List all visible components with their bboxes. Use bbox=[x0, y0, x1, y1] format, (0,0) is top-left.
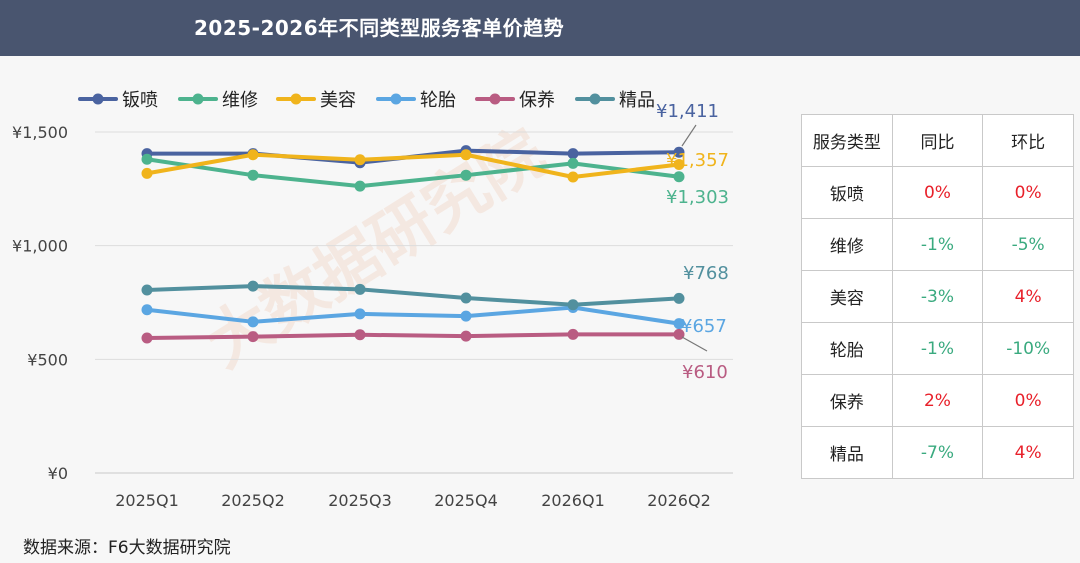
series-line bbox=[145, 332, 681, 340]
legend-label: 精品 bbox=[619, 90, 655, 111]
page-title: 2025-2026年不同类型服务客单价趋势 bbox=[194, 16, 565, 40]
end-value-label: ¥1,411 bbox=[656, 101, 719, 122]
x-tick-label: 2025Q3 bbox=[328, 491, 392, 510]
data-point bbox=[673, 292, 685, 304]
header-yoy: 同比 bbox=[891, 114, 984, 167]
row-yoy: -7% bbox=[891, 426, 984, 479]
legend-label: 轮胎 bbox=[420, 90, 456, 111]
data-point bbox=[354, 180, 366, 192]
header-qoq: 环比 bbox=[982, 114, 1074, 167]
source-note: 数据来源：F6大数据研究院 bbox=[23, 538, 231, 558]
row-type: 保养 bbox=[801, 374, 893, 427]
row-yoy: 0% bbox=[891, 166, 984, 219]
legend-marker bbox=[489, 93, 501, 105]
series-line bbox=[145, 157, 681, 189]
end-value-label: ¥768 bbox=[683, 263, 729, 284]
row-qoq: 4% bbox=[982, 426, 1074, 479]
data-point bbox=[460, 330, 472, 342]
y-tick-label: ¥0 bbox=[48, 464, 68, 483]
row-yoy: -1% bbox=[891, 218, 984, 271]
data-point bbox=[460, 310, 472, 322]
table-row: 维修 -1% -5% bbox=[801, 218, 1074, 271]
table-row: 保养 2% 0% bbox=[801, 374, 1074, 427]
row-type: 钣喷 bbox=[801, 166, 893, 219]
data-point bbox=[567, 328, 579, 340]
data-point bbox=[460, 169, 472, 181]
row-type: 维修 bbox=[801, 218, 893, 271]
series-line bbox=[145, 152, 681, 180]
row-qoq: -5% bbox=[982, 218, 1074, 271]
table-header-row: 服务类型 同比 环比 bbox=[801, 114, 1074, 167]
table-row: 钣喷 0% 0% bbox=[801, 166, 1074, 219]
end-value-label: ¥1,357 bbox=[666, 150, 729, 171]
legend-marker bbox=[589, 93, 601, 105]
legend-label: 钣喷 bbox=[122, 90, 158, 111]
y-tick-label: ¥1,000 bbox=[12, 237, 68, 256]
legend-marker bbox=[192, 93, 204, 105]
table-row: 精品 -7% 4% bbox=[801, 426, 1074, 479]
row-yoy: 2% bbox=[891, 374, 984, 427]
row-qoq: -10% bbox=[982, 322, 1074, 375]
end-value-label: ¥1,303 bbox=[666, 187, 729, 208]
row-type: 美容 bbox=[801, 270, 893, 323]
x-tick-label: 2025Q1 bbox=[115, 491, 179, 510]
y-tick-label: ¥1,500 bbox=[12, 123, 68, 142]
legend-label: 美容 bbox=[320, 90, 356, 111]
legend-marker bbox=[92, 93, 104, 105]
x-tick-label: 2026Q2 bbox=[647, 491, 711, 510]
legend-label: 保养 bbox=[519, 90, 555, 111]
legend-marker bbox=[290, 93, 302, 105]
y-tick-label: ¥500 bbox=[27, 350, 68, 369]
row-type: 轮胎 bbox=[801, 322, 893, 375]
data-point bbox=[460, 149, 472, 161]
row-yoy: -1% bbox=[891, 322, 984, 375]
row-type: 精品 bbox=[801, 426, 893, 479]
data-point bbox=[567, 148, 579, 160]
data-point bbox=[673, 328, 685, 340]
data-point bbox=[354, 308, 366, 320]
row-qoq: 0% bbox=[982, 166, 1074, 219]
data-point bbox=[247, 316, 259, 328]
legend-label: 维修 bbox=[222, 90, 258, 111]
data-point bbox=[141, 304, 153, 316]
table-row: 美容 -3% 4% bbox=[801, 270, 1074, 323]
data-point bbox=[247, 280, 259, 292]
legend-marker bbox=[390, 93, 402, 105]
data-point bbox=[354, 283, 366, 295]
change-table: 服务类型 同比 环比 钣喷 0% 0% 维修 -1% -5% 美容 -3% 4%… bbox=[801, 114, 1074, 479]
data-point bbox=[247, 331, 259, 343]
data-point bbox=[354, 329, 366, 341]
data-point bbox=[460, 292, 472, 304]
data-point bbox=[567, 171, 579, 183]
data-point bbox=[141, 167, 153, 179]
row-qoq: 0% bbox=[982, 374, 1074, 427]
row-qoq: 4% bbox=[982, 270, 1074, 323]
data-point bbox=[141, 153, 153, 165]
data-point bbox=[141, 284, 153, 296]
data-point bbox=[673, 146, 685, 158]
data-point bbox=[673, 318, 685, 330]
end-value-label: ¥657 bbox=[681, 316, 727, 337]
label-leader bbox=[681, 124, 697, 147]
end-value-label: ¥610 bbox=[682, 362, 728, 383]
data-point bbox=[247, 169, 259, 181]
row-yoy: -3% bbox=[891, 270, 984, 323]
series-line bbox=[145, 284, 681, 307]
data-point bbox=[141, 332, 153, 344]
label-leader bbox=[681, 336, 708, 352]
table-row: 轮胎 -1% -10% bbox=[801, 322, 1074, 375]
data-point bbox=[247, 149, 259, 161]
data-point bbox=[673, 159, 685, 171]
series-line bbox=[145, 305, 681, 326]
header-type: 服务类型 bbox=[801, 114, 893, 167]
x-tick-label: 2026Q1 bbox=[541, 491, 605, 510]
x-tick-label: 2025Q2 bbox=[221, 491, 285, 510]
data-point bbox=[354, 154, 366, 166]
data-point bbox=[567, 157, 579, 169]
x-tick-label: 2025Q4 bbox=[434, 491, 498, 510]
title-bar: 2025-2026年不同类型服务客单价趋势 bbox=[0, 0, 1080, 56]
data-point bbox=[673, 171, 685, 183]
data-point bbox=[567, 299, 579, 311]
